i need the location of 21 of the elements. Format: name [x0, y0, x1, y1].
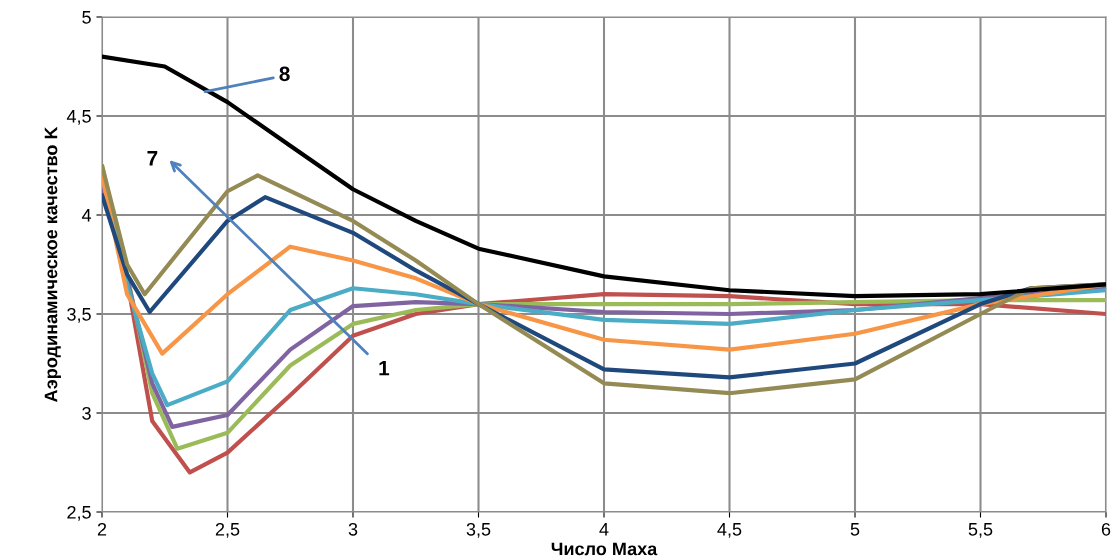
x-tick-label: 5,5	[968, 523, 993, 538]
line-series	[102, 54, 1106, 299]
x-tick-label: 4,5	[717, 523, 742, 538]
x-tick-label: 3,5	[466, 522, 491, 538]
y-tick-label: 2,5	[67, 505, 91, 521]
x-tick-label: 2,5	[215, 522, 240, 538]
annotation: 1	[379, 360, 390, 376]
annotation: 7	[147, 151, 158, 166]
x-tick-label: 4	[599, 523, 609, 536]
annotation: 8	[279, 66, 290, 82]
x-tick-label: 6	[1101, 522, 1111, 536]
y-tick-label: 3,5	[67, 307, 91, 323]
x-tick-label: 2	[97, 522, 107, 536]
x-axis-title: Число Маха	[551, 542, 658, 556]
y-tick-label: 4	[81, 209, 92, 222]
x-tick-label: 3	[348, 522, 358, 536]
y-tick-label: 5	[82, 11, 91, 24]
y-axis-title: Аэродинамическое качество K	[44, 126, 61, 403]
y-tick-label: 4,5	[66, 110, 91, 125]
x-tick-label: 5	[850, 523, 860, 536]
y-tick-label: 3	[82, 406, 91, 420]
